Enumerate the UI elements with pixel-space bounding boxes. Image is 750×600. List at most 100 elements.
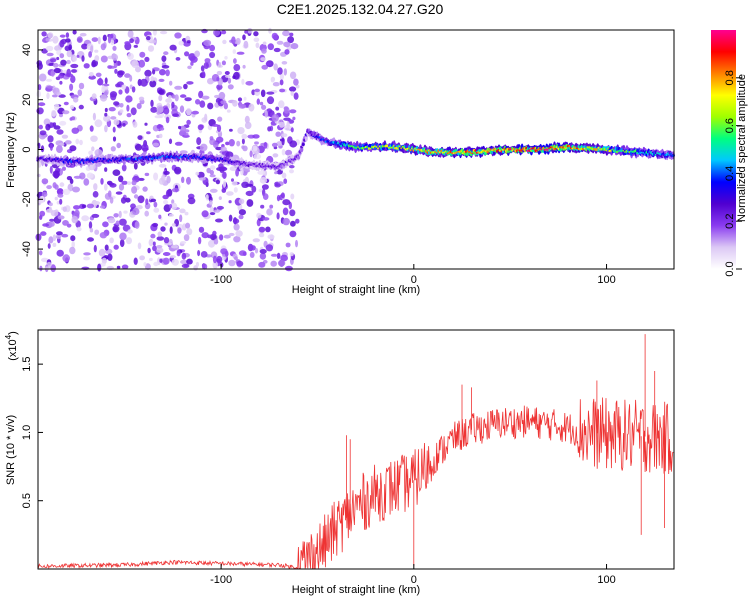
spectrogram-noise-cell	[222, 171, 227, 179]
spectrogram-noise-cell	[181, 252, 187, 260]
spectrogram-noise-cell	[150, 198, 157, 203]
spectrogram-noise-cell	[103, 115, 111, 122]
spectrogram-noise-cell	[107, 217, 116, 224]
spectrogram-noise-cell	[181, 176, 185, 183]
spectrogram-noise-cell	[256, 212, 262, 219]
spectrogram-noise-cell	[166, 175, 171, 184]
spectrogram-noise-cell	[61, 134, 69, 139]
spectrogram-noise-cell	[179, 208, 186, 214]
spectrogram-noise-cell	[76, 54, 80, 58]
spectrogram-noise-cell	[41, 191, 48, 197]
spectrogram-noise-cell	[133, 194, 139, 199]
spectrogram-noise-cell	[94, 229, 100, 235]
spectrogram-noise-cell	[104, 77, 108, 84]
spectrogram-noise-cell	[56, 129, 64, 135]
spectrogram-noise-cell	[272, 82, 280, 87]
spectrogram-noise-cell	[124, 41, 131, 45]
spectrogram-noise-cell	[141, 143, 149, 152]
spectrogram-noise-cell	[52, 170, 60, 178]
spectrogram-noise-cell	[144, 172, 150, 177]
spectrogram-noise-cell	[163, 200, 169, 205]
spectrogram-noise-cell	[161, 174, 166, 183]
spectrogram-noise-cell	[201, 210, 209, 218]
spectrogram-noise-cell	[97, 263, 102, 272]
spectrogram-noise-cell	[228, 259, 236, 267]
spectrogram-noise-cell	[218, 61, 222, 68]
spectrogram-noise-cell	[63, 101, 69, 106]
spectrogram-noise-cell	[177, 227, 182, 234]
spectrogram-noise-cell	[133, 257, 138, 265]
spectrogram-noise-cell	[262, 217, 270, 221]
spectrogram-noise-cell	[158, 78, 165, 82]
spectrogram-noise-cell	[263, 141, 268, 149]
spectrogram-noise-cell	[243, 40, 249, 49]
spectrogram-noise-cell	[186, 258, 193, 265]
spectrogram-noise-cell	[231, 36, 236, 45]
spectrogram-noise-cell	[99, 205, 106, 209]
spectrogram-noise-cell	[280, 192, 285, 199]
spectrogram-noise-cell	[225, 151, 234, 159]
spectrogram-noise-cell	[120, 197, 127, 204]
spectrogram-noise-cell	[129, 38, 135, 44]
spectrogram-noise-cell	[203, 39, 212, 47]
spectrogram-noise-cell	[226, 191, 234, 196]
spectrogram-noise-cell	[150, 76, 155, 82]
spectrogram-noise-cell	[60, 59, 67, 66]
spectrogram-noise-cell	[236, 260, 244, 267]
spectrogram-noise-cell	[59, 120, 67, 126]
spectrogram-noise-cell	[281, 61, 288, 65]
spectrogram-noise-cell	[51, 109, 57, 117]
spectrogram-noise-cell	[270, 253, 278, 257]
spectrogram-noise-cell	[286, 121, 290, 129]
spectrogram-noise-cell	[110, 146, 116, 152]
spectrogram-noise-cell	[149, 257, 153, 262]
spectrogram-y-ticks: -40 -20 0 20 40	[21, 44, 43, 257]
spectrogram-noise-cell	[212, 255, 217, 264]
spectrogram-noise-cell	[57, 215, 65, 220]
spectrogram-noise-cell	[174, 94, 179, 102]
spectrogram-noise-cell	[279, 88, 286, 93]
spectrogram-noise-cell	[174, 85, 183, 90]
spectrogram-noise-cell	[233, 223, 240, 231]
spectrogram-noise-cell	[279, 121, 285, 128]
spectrogram-noise-cell	[226, 109, 231, 113]
spectrogram-noise-cell	[156, 247, 164, 253]
spectrogram-noise-cell	[104, 183, 108, 191]
spectrogram-noise-cell	[137, 195, 145, 204]
spectrogram-noise-cell	[168, 138, 173, 145]
spectrogram-noise-cell	[195, 261, 200, 267]
spectrogram-noise-cell	[112, 126, 116, 133]
spectrogram-noise-cell	[254, 247, 259, 254]
colorbar-tick-label: 0.2	[724, 214, 736, 229]
spectrogram-noise-cell	[142, 186, 148, 192]
spectrogram-noise-cell	[276, 40, 284, 45]
spectrogram-noise-cell	[91, 37, 99, 42]
spectrogram-noise-cell	[150, 233, 156, 239]
spectrogram-noise-cell	[109, 196, 114, 204]
spectrogram-noise-cell	[46, 92, 50, 100]
spectrogram-noise-cell	[61, 233, 69, 238]
spectrogram-noise-cell	[266, 208, 273, 216]
spectrogram-noise-cell	[216, 136, 224, 143]
spectrogram-noise-cell	[91, 61, 97, 68]
spectrogram-noise-cell	[93, 201, 101, 205]
spectrogram-noise-cell	[241, 78, 245, 85]
spectrogram-noise-cell	[53, 125, 61, 130]
spectrogram-noise-cell	[257, 170, 266, 175]
colorbar-gradient	[711, 30, 736, 269]
spectrogram-noise-cell	[225, 141, 230, 146]
spectrogram-x-tick-label: -100	[210, 274, 232, 286]
spectrogram-noise-cell	[180, 241, 187, 244]
spectrogram-noise-cell	[131, 180, 137, 186]
spectrogram-noise-cell	[283, 178, 288, 184]
spectrogram-noise-cell	[124, 73, 131, 78]
spectrogram-noise-cell	[215, 179, 220, 185]
spectrogram-noise-cell	[49, 218, 55, 222]
spectrogram-noise-cell	[198, 226, 205, 233]
spectrogram-noise-cell	[38, 199, 44, 204]
spectrogram-noise-cell	[138, 96, 145, 101]
spectrogram-noise-cell	[119, 109, 124, 113]
spectrogram-noise-cell	[249, 251, 255, 258]
spectrogram-noise-cell	[54, 103, 60, 111]
spectrogram-noise-cell	[281, 149, 286, 156]
